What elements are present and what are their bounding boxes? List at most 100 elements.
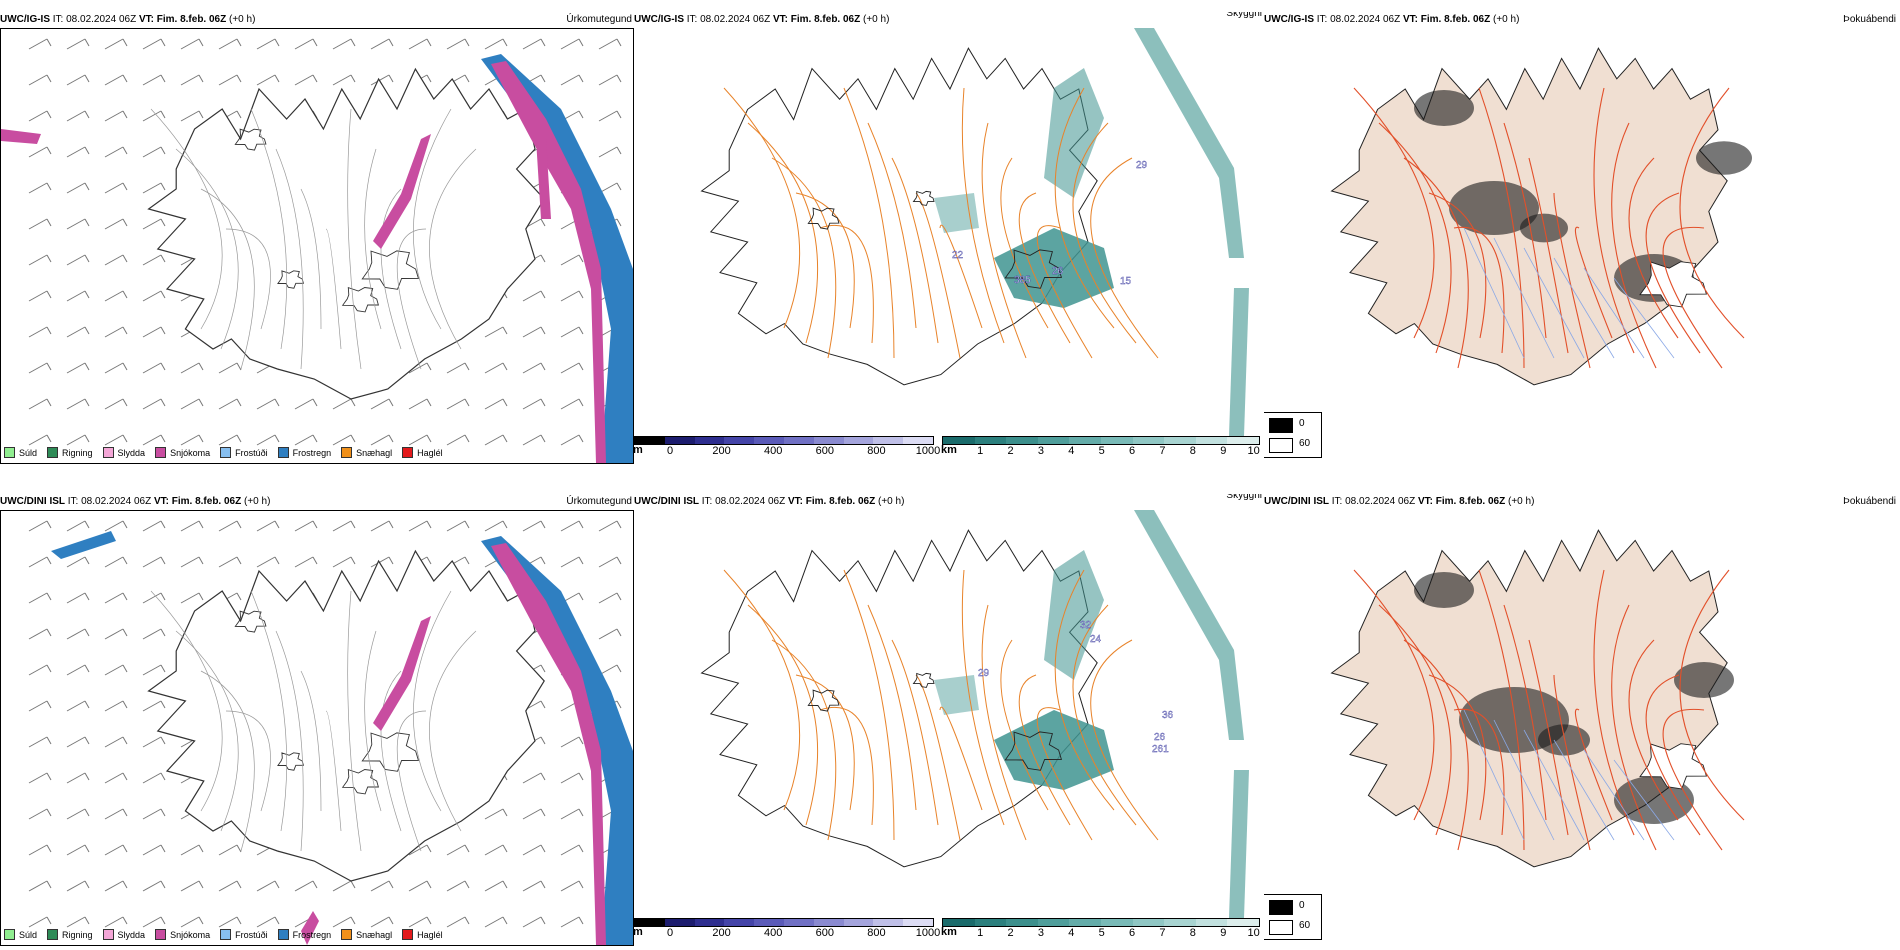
vis-patch-east [1044,550,1104,680]
glacier-outline [1004,731,1063,771]
wind-barb [294,880,314,892]
scale-bar [634,436,934,445]
panel-header: UWC/DINI ISL IT: 08.02.2024 06Z VT: Fim.… [0,494,634,510]
panel-header: UWC/DINI ISL IT: 08.02.2024 06Z VT: Fim.… [634,494,1264,510]
wind-barb [408,916,428,928]
wind-barb-tick [84,592,90,601]
vis-value-label: 36 [1162,710,1174,721]
wind-barb [28,110,48,122]
model-name: UWC/IG-IS [634,14,684,25]
scale-bin [694,919,725,926]
model-name: UWC/IG-IS [1264,14,1314,25]
fog-patch [1449,181,1539,235]
wind-barb-tick [160,628,166,637]
panel-header: UWC/IG-IS IT: 08.02.2024 06Z VT: Fim. 8.… [634,12,1264,28]
road-line [1378,122,1452,354]
wind-barb [484,38,504,50]
fog-index-panel-top: UWC/IG-IS IT: 08.02.2024 06Z VT: Fim. 8.… [1264,12,1900,464]
glacier-outline [234,128,267,151]
scale-ticks: 0 200 400 600 800 1000 [634,927,940,939]
road-line [1428,192,1487,339]
wind-barb [142,74,162,86]
wind-barb [104,326,124,338]
map-frame [0,510,634,946]
wind-barb [28,700,48,712]
wind-barb [256,880,276,892]
model-name: UWC/DINI ISL [1264,496,1329,507]
road-line [225,710,271,812]
wind-barb [180,434,200,446]
wind-barb-tick [84,736,90,745]
wind-barb [28,664,48,676]
wind-barb [408,38,428,50]
road-line [795,192,855,329]
road-line [891,639,939,826]
legend-label: Rigning [62,929,93,940]
wind-barb [104,398,124,410]
legend-swatch [155,447,167,458]
wind-barb [598,110,618,122]
wind-barb-tick [160,808,166,817]
wind-barb-tick [350,880,356,889]
wind-barb [560,520,580,532]
wind-barb [332,520,352,532]
wind-barb-tick [502,808,508,817]
legend-label: Snæhagl [356,929,393,940]
wind-barb-tick [160,880,166,889]
wind-barb-tick [84,254,90,263]
fog-legend: 0 60 [1264,894,1322,940]
wind-barb [332,880,352,892]
wind-barb-tick [388,398,394,407]
scale-bin [635,919,665,926]
wind-barb [598,628,618,640]
wind-barb-tick [388,556,394,565]
wind-barb-tick [236,74,242,83]
road-line [1662,708,1723,851]
wind-barb [66,110,86,122]
road-line [1018,192,1071,344]
wind-barb-tick [46,592,52,601]
glacier-outline [234,610,267,633]
wind-barb [370,434,390,446]
wind-barb [332,398,352,410]
wind-barb-tick [464,556,470,565]
lead-time: (+0 h) [1493,14,1520,25]
wind-barb [560,556,580,568]
wind-barb-tick [426,434,432,443]
wind-barb [28,290,48,302]
vis-value-label: 24 [1090,634,1102,645]
river-line [1493,719,1555,841]
wind-barb-tick [122,844,128,853]
scale-bin [754,919,784,926]
wind-barb-tick [578,880,584,889]
wind-barb [408,398,428,410]
wind-barb [218,398,238,410]
wind-barb [104,362,124,374]
vt-label: VT: [772,14,788,25]
wind-barb-tick [578,434,584,443]
river-line [1463,227,1525,359]
wind-barb [142,362,162,374]
visibility-scale: 1 2 3 4 5 6 7 8 9 10 km [941,918,1260,939]
road-line [347,108,362,370]
precip-legend-item: Haglél [402,929,443,940]
scale-bin [873,437,904,444]
wind-barb-tick [122,736,128,745]
wind-barb-tick [502,38,508,47]
precip-legend: Súld Rigning Slydda Snjókoma Frostúði Frostre… [4,447,443,458]
legend-swatch [341,447,353,458]
wind-barb [560,808,580,820]
wind-barb-tick [578,326,584,335]
wind-barb [66,880,86,892]
panel-header: UWC/IG-IS IT: 08.02.2024 06Z VT: Fim. 8.… [0,12,634,28]
legend-label: Haglél [417,447,443,458]
wind-barb [28,808,48,820]
wind-barb [104,628,124,640]
wind-barb [142,664,162,676]
wind-barb-tick [540,326,546,335]
road-line [1478,87,1525,369]
wind-barb-tick [160,700,166,709]
road-line [1628,157,1679,339]
road-line [1428,674,1487,821]
road-line [413,590,452,812]
